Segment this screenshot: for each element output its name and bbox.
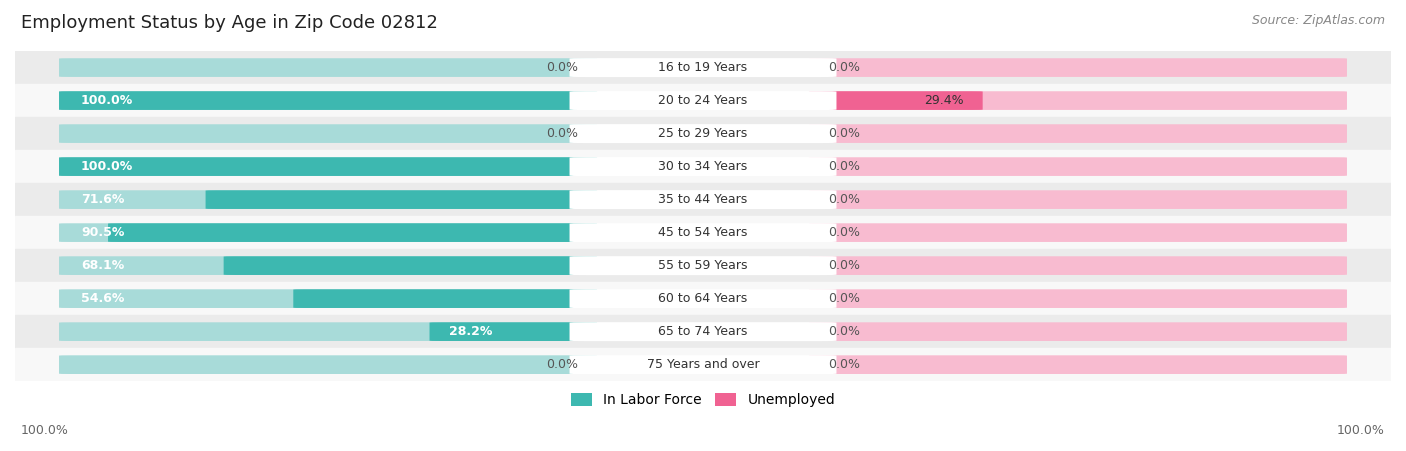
Text: 0.0%: 0.0% — [828, 61, 860, 74]
Text: 0.0%: 0.0% — [828, 358, 860, 371]
Bar — [15, 183, 1391, 216]
Text: 100.0%: 100.0% — [1337, 424, 1385, 437]
FancyBboxPatch shape — [59, 355, 598, 374]
Bar — [15, 315, 1391, 348]
Text: 100.0%: 100.0% — [21, 424, 69, 437]
FancyBboxPatch shape — [808, 322, 1347, 341]
FancyBboxPatch shape — [569, 322, 837, 341]
FancyBboxPatch shape — [808, 190, 1347, 209]
Bar — [15, 84, 1391, 117]
Bar — [15, 282, 1391, 315]
FancyBboxPatch shape — [569, 289, 837, 308]
Text: 29.4%: 29.4% — [924, 94, 963, 107]
FancyBboxPatch shape — [59, 256, 598, 275]
Text: 0.0%: 0.0% — [546, 61, 578, 74]
Text: 28.2%: 28.2% — [449, 325, 492, 338]
Bar — [15, 117, 1391, 150]
FancyBboxPatch shape — [569, 223, 837, 242]
Text: 35 to 44 Years: 35 to 44 Years — [658, 193, 748, 206]
Text: 100.0%: 100.0% — [82, 94, 134, 107]
Text: 65 to 74 Years: 65 to 74 Years — [658, 325, 748, 338]
Bar — [15, 348, 1391, 381]
Bar — [15, 150, 1391, 183]
FancyBboxPatch shape — [569, 256, 837, 275]
Text: 0.0%: 0.0% — [828, 259, 860, 272]
FancyBboxPatch shape — [59, 157, 598, 176]
FancyBboxPatch shape — [808, 91, 983, 110]
Bar — [15, 216, 1391, 249]
Text: Source: ZipAtlas.com: Source: ZipAtlas.com — [1251, 14, 1385, 27]
FancyBboxPatch shape — [569, 190, 837, 209]
FancyBboxPatch shape — [569, 91, 837, 110]
FancyBboxPatch shape — [808, 124, 1347, 143]
Text: 0.0%: 0.0% — [546, 358, 578, 371]
FancyBboxPatch shape — [569, 58, 837, 77]
Bar — [15, 249, 1391, 282]
Text: 60 to 64 Years: 60 to 64 Years — [658, 292, 748, 305]
FancyBboxPatch shape — [224, 256, 598, 275]
FancyBboxPatch shape — [808, 223, 1347, 242]
FancyBboxPatch shape — [59, 289, 598, 308]
FancyBboxPatch shape — [808, 256, 1347, 275]
FancyBboxPatch shape — [808, 91, 1347, 110]
FancyBboxPatch shape — [59, 58, 598, 77]
FancyBboxPatch shape — [294, 289, 598, 308]
Text: 68.1%: 68.1% — [82, 259, 124, 272]
FancyBboxPatch shape — [59, 190, 598, 209]
Legend: In Labor Force, Unemployed: In Labor Force, Unemployed — [571, 393, 835, 407]
Text: 90.5%: 90.5% — [82, 226, 124, 239]
Text: 0.0%: 0.0% — [828, 325, 860, 338]
FancyBboxPatch shape — [59, 91, 598, 110]
Text: 20 to 24 Years: 20 to 24 Years — [658, 94, 748, 107]
FancyBboxPatch shape — [108, 223, 598, 242]
Text: 45 to 54 Years: 45 to 54 Years — [658, 226, 748, 239]
Text: 0.0%: 0.0% — [828, 292, 860, 305]
FancyBboxPatch shape — [59, 124, 598, 143]
Text: 75 Years and over: 75 Years and over — [647, 358, 759, 371]
Text: 25 to 29 Years: 25 to 29 Years — [658, 127, 748, 140]
Text: 71.6%: 71.6% — [82, 193, 124, 206]
Text: Employment Status by Age in Zip Code 02812: Employment Status by Age in Zip Code 028… — [21, 14, 437, 32]
Text: 16 to 19 Years: 16 to 19 Years — [658, 61, 748, 74]
Text: 0.0%: 0.0% — [828, 193, 860, 206]
FancyBboxPatch shape — [808, 355, 1347, 374]
FancyBboxPatch shape — [59, 157, 598, 176]
FancyBboxPatch shape — [808, 157, 1347, 176]
FancyBboxPatch shape — [59, 322, 598, 341]
Text: 0.0%: 0.0% — [828, 226, 860, 239]
Bar — [15, 51, 1391, 84]
FancyBboxPatch shape — [205, 190, 598, 209]
Text: 0.0%: 0.0% — [828, 160, 860, 173]
FancyBboxPatch shape — [808, 58, 1347, 77]
FancyBboxPatch shape — [429, 322, 598, 341]
FancyBboxPatch shape — [808, 289, 1347, 308]
Text: 54.6%: 54.6% — [82, 292, 124, 305]
Text: 0.0%: 0.0% — [828, 127, 860, 140]
Text: 55 to 59 Years: 55 to 59 Years — [658, 259, 748, 272]
FancyBboxPatch shape — [59, 223, 598, 242]
FancyBboxPatch shape — [569, 124, 837, 143]
Text: 30 to 34 Years: 30 to 34 Years — [658, 160, 748, 173]
FancyBboxPatch shape — [569, 157, 837, 176]
FancyBboxPatch shape — [59, 91, 598, 110]
Text: 0.0%: 0.0% — [546, 127, 578, 140]
Text: 100.0%: 100.0% — [82, 160, 134, 173]
FancyBboxPatch shape — [569, 355, 837, 374]
